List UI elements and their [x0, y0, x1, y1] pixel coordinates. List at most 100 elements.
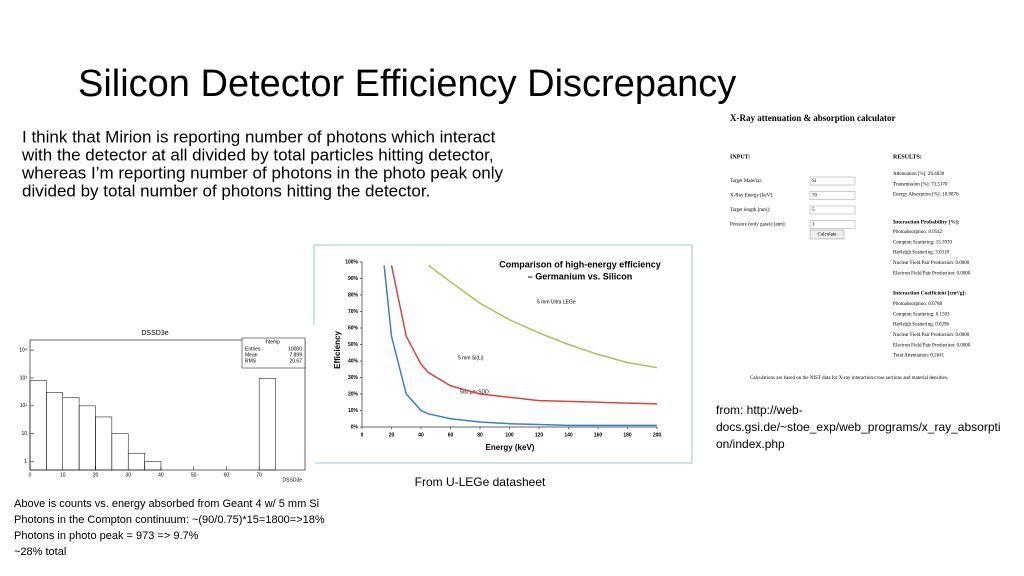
input-value: 70: [812, 194, 818, 199]
y-tick-label: 70%: [348, 309, 359, 315]
y-tick-label: 0%: [351, 424, 359, 430]
series-line: [383, 265, 657, 427]
x-tick-label: 40: [418, 432, 424, 438]
button-label: Calculate: [818, 233, 838, 238]
x-tick-label: 100: [505, 432, 514, 438]
calc-title: X-Ray attenuation & absorption calculato…: [730, 113, 896, 123]
y-tick-label: 1: [24, 459, 27, 465]
body-line: I think that Mirion is reporting number …: [22, 127, 496, 146]
x-tick-label: 30: [125, 472, 131, 478]
input-box: [809, 191, 856, 200]
x-tick-label: 70: [256, 472, 262, 478]
footnote: Calculations are based on the NIST data …: [750, 376, 948, 381]
heading: RESULTS:: [893, 154, 922, 160]
x-tick-label: 60: [448, 432, 454, 438]
histogram-bar: [258, 378, 276, 471]
result-line: Compton Scattering: 0.1503: [893, 312, 950, 317]
y-tick-label: 90%: [348, 276, 359, 282]
y-tick-label: 100%: [345, 259, 358, 265]
input-box: [809, 205, 856, 215]
result-line: Photoabsorption: 8.0542: [893, 230, 943, 235]
stats-value: 20.67: [289, 358, 302, 364]
x-tick-label: 0: [29, 472, 32, 478]
y-tick-label: 20%: [348, 391, 359, 397]
calculator: X-Ray attenuation & absorption calculato…: [730, 113, 971, 381]
caption-line: Photons in photo peak = 973 => 9.7%: [14, 530, 199, 542]
body-line: divided by total number of photons hitti…: [22, 181, 430, 200]
x-tick-label: 0: [361, 432, 364, 438]
input-value: Si: [812, 179, 817, 184]
caption-line: docs.gsi.de/~stoe_exp/web_programs/x_ray…: [716, 420, 1001, 434]
stats-value: 7.899: [289, 352, 302, 358]
x-tick-label: 20: [93, 472, 99, 478]
input-label: Pressure (only gases) [atm]:: [730, 223, 786, 228]
input-label: X-Ray Energy [keV]:: [730, 194, 773, 199]
y-tick-label: 80%: [348, 292, 359, 298]
input-label: Target Material:: [730, 179, 762, 184]
y-tick-label: 10²: [20, 403, 28, 409]
histogram-title: DSSD3e: [141, 330, 168, 337]
x-tick-label: 60: [224, 472, 230, 478]
result-line: Attenuation [%]: 26.4830: [893, 172, 945, 177]
result-line: Total Attenuation: 0.2641: [893, 354, 945, 359]
histogram-bar: [144, 461, 162, 471]
y-tick-label: 10⁴: [19, 347, 27, 353]
result-line: Rayleigh Scattering: 3.0318: [893, 251, 949, 256]
series-line: [427, 264, 658, 369]
caption-line: Above is counts vs. energy absorbed from…: [14, 498, 319, 510]
chart-title: – Germanium vs. Silicon: [528, 271, 633, 281]
x-tick-label: 140: [564, 432, 573, 438]
x-tick-label: 120: [535, 432, 544, 438]
result-line: Energy Absorption [%]: 10.9876: [893, 193, 959, 198]
x-tick-label: 20: [389, 432, 395, 438]
result-line: Nuclear Field Pair Production: 0.0000: [893, 261, 970, 266]
x-tick-label: 50: [191, 472, 197, 478]
y-tick-label: 30%: [348, 375, 359, 381]
result-line: Electron Field Pair Production: 0.0000: [893, 271, 971, 276]
result-line: Nuclear Field Pair Production: 0.0000: [893, 333, 970, 338]
efficiency-frame: [313, 244, 693, 464]
input-value: 1: [812, 223, 815, 228]
x-tick-label: 160: [594, 432, 603, 438]
input-value: 5: [812, 208, 815, 213]
input-box: [809, 176, 856, 186]
slide-title: Silicon Detector Efficiency Discrepancy: [78, 63, 736, 105]
y-axis-label: Efficiency: [333, 331, 342, 369]
stats-name: htemp: [266, 339, 280, 345]
y-tick-label: 10: [21, 431, 27, 437]
heading: Interaction Probability [%]:: [893, 219, 960, 225]
y-tick-label: 60%: [348, 325, 359, 331]
stats-key: RMS: [245, 358, 257, 364]
series-line: [390, 265, 658, 405]
caption-line: ~28% total: [14, 546, 66, 558]
series-label: 5 mm Ultra LEGe: [537, 299, 576, 305]
input-box: [809, 220, 856, 229]
x-tick-label: 80: [477, 432, 483, 438]
stats-key: Mean: [245, 352, 258, 358]
result-line: Rayleigh Scattering: 0.0296: [893, 323, 949, 328]
stats-value: 10000: [288, 346, 302, 352]
x-axis-label: DSSD3e: [283, 477, 303, 483]
result-line: Compton Scattering: 15.3970: [893, 240, 953, 245]
x-tick-label: 10: [60, 472, 66, 478]
caption-line: on/index.php: [716, 437, 785, 451]
x-tick-label: 180: [623, 432, 632, 438]
input-label: Target length [mm]:: [730, 208, 770, 213]
heading: Interaction Coefficient [cm²/g]:: [893, 290, 966, 296]
stats-box: [241, 337, 306, 369]
caption: From U-LEGe datasheet: [415, 475, 546, 489]
caption-line: from: http://web-: [716, 403, 803, 417]
body-line: whereas I’m reporting number of photons …: [21, 163, 504, 182]
stats-key: Entries: [245, 346, 261, 352]
heading: INPUT:: [730, 154, 750, 160]
chart-title: Comparison of high-energy efficiency: [499, 259, 661, 269]
y-tick-label: 10%: [348, 408, 359, 414]
x-tick-label: 40: [158, 472, 164, 478]
button[interactable]: [809, 229, 845, 240]
result-line: Electron Field Pair Production: 0.0000: [893, 343, 971, 348]
y-tick-label: 50%: [348, 342, 359, 348]
y-tick-label: 40%: [348, 358, 359, 364]
result-line: Transmission [%]: 73.5170: [893, 182, 948, 187]
result-line: Photoabsorption: 0.0788: [893, 302, 943, 307]
